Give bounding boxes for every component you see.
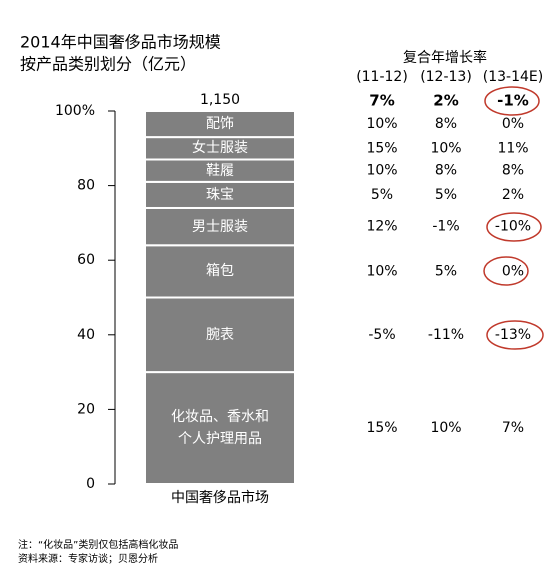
growth-rate: -5%: [368, 327, 395, 343]
y-tick-label: 20: [77, 401, 95, 417]
growth-rate: -13%: [495, 327, 531, 343]
bar-segment: [144, 296, 296, 374]
highlight: [484, 86, 540, 116]
segment-name: 配饰: [206, 116, 234, 133]
highlight: [483, 256, 529, 286]
segment-name: 珠宝: [206, 186, 234, 203]
y-tick-label: 100%: [55, 103, 95, 119]
growth-rate: 10%: [366, 163, 397, 179]
chart-title: 2014年中国奢侈品市场规模: [20, 33, 221, 52]
growth-rate: 8%: [502, 163, 524, 179]
y-tick-label: 60: [77, 252, 95, 268]
segment-label: 男士服装: [145, 208, 295, 245]
growth-rate: 2%: [502, 187, 524, 203]
growth-rate: 5%: [371, 187, 393, 203]
bar-segment: [144, 110, 296, 139]
growth-rate: -1%: [432, 219, 459, 235]
highlight: [486, 212, 542, 242]
segment-label: 腕表: [145, 298, 295, 373]
segment-label: 珠宝: [145, 182, 295, 208]
total-rate: -1%: [497, 92, 529, 110]
segment-label: 配饰: [145, 111, 295, 137]
segment-label: 化妆品、香水和个人护理用品: [145, 372, 295, 484]
column-header: (11-12): [356, 69, 408, 85]
growth-rate: 11%: [497, 140, 528, 156]
segment-name: 箱包: [206, 263, 234, 280]
growth-rate: 8%: [435, 116, 457, 132]
bar-segment: [144, 244, 296, 299]
total-rate: 7%: [369, 92, 394, 110]
highlights: [483, 86, 544, 350]
growth-rate: 5%: [435, 187, 457, 203]
growth-rate: 7%: [502, 420, 524, 436]
source: 资料来源：专家访谈；贝恩分析: [18, 552, 158, 565]
growth-rate: -10%: [495, 219, 531, 235]
growth-rate: 0%: [502, 116, 524, 132]
column-header: (13-14E): [483, 69, 543, 85]
segment-label: 箱包: [145, 245, 295, 297]
note: 注：“化妆品”类别仅包括高档化妆品: [18, 538, 178, 551]
growth-rate: 10%: [366, 116, 397, 132]
growth-rate: 5%: [435, 263, 457, 279]
growth-rate: 8%: [435, 163, 457, 179]
bar-segment: [144, 180, 296, 209]
segment-name: 化妆品、香水和个人护理用品: [171, 409, 269, 448]
segment-name: 腕表: [206, 326, 234, 343]
growth-rate: -11%: [428, 327, 464, 343]
growth-rate: 15%: [366, 140, 397, 156]
growth-rate: 10%: [430, 420, 461, 436]
table-header: 复合年增长率: [403, 49, 487, 66]
segment-label: 女士服装: [145, 137, 295, 159]
growth-rate: 0%: [502, 263, 524, 279]
segment-name: 男士服装: [192, 218, 248, 235]
column-header: (12-13): [420, 69, 472, 85]
total-label: 1,150: [200, 92, 240, 108]
highlight: [486, 320, 544, 350]
growth-rate: 12%: [366, 219, 397, 235]
growth-rate: 10%: [430, 140, 461, 156]
bar-segment: [144, 371, 296, 486]
y-tick-label: 40: [77, 327, 95, 343]
total-rate: 2%: [433, 92, 458, 110]
growth-rate: 10%: [366, 263, 397, 279]
segment-name: 女士服装: [192, 140, 248, 157]
chart-subtitle: 按产品类别划分（亿元）: [20, 55, 196, 74]
y-tick-label: 0: [86, 476, 95, 492]
growth-rate: 15%: [366, 420, 397, 436]
segment-name: 鞋履: [206, 162, 234, 179]
x-tick-label: 中国奢侈品市场: [171, 489, 269, 506]
y-tick-label: 80: [77, 178, 95, 194]
segment-label: 鞋履: [145, 159, 295, 181]
